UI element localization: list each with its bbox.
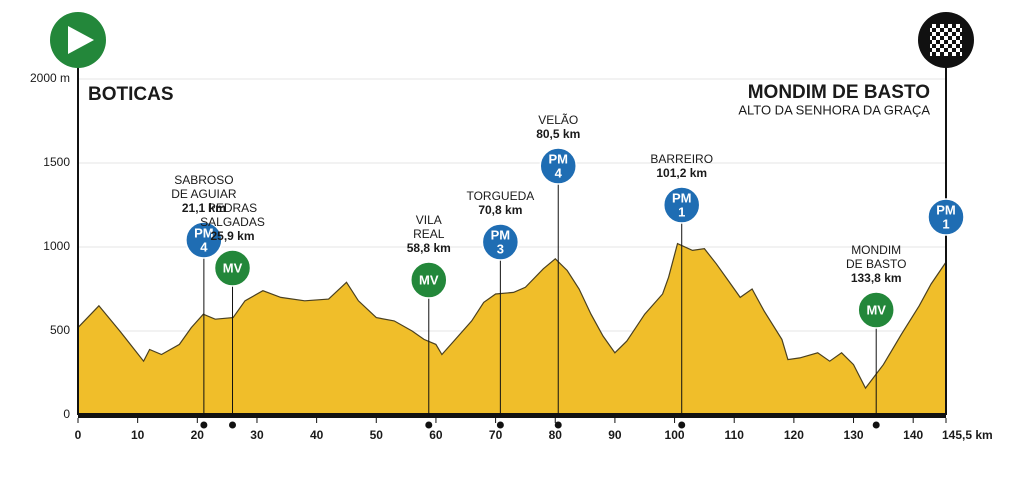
- marker-km: 101,2 km: [656, 166, 707, 180]
- marker-name: SALGADAS: [200, 215, 265, 229]
- marker-dot: [200, 421, 208, 429]
- x-tick-label: 20: [191, 428, 205, 442]
- marker-name: VELÃO: [538, 113, 578, 127]
- marker-dot: [872, 421, 880, 429]
- marker-km: 80,5 km: [536, 127, 580, 141]
- marker-name: VILA: [416, 213, 442, 227]
- marker-km: 21,1 km: [182, 201, 226, 215]
- badge-type: MV: [223, 260, 243, 275]
- marker-name: SABROSO: [174, 173, 233, 187]
- y-tick-label: 2000 m: [30, 71, 70, 85]
- marker-dot: [425, 421, 433, 429]
- badge-category: 4: [200, 239, 208, 254]
- badge-category: 4: [555, 165, 563, 180]
- x-tick-label: 100: [665, 428, 685, 442]
- badge-category: 3: [497, 241, 504, 256]
- x-tick-label: 70: [489, 428, 503, 442]
- marker-badge: [185, 221, 223, 259]
- marker-badge: [539, 147, 577, 185]
- marker-name: DE AGUIAR: [171, 187, 237, 201]
- x-tick-label: 145,5 km: [942, 428, 993, 442]
- x-tick-label: 110: [725, 428, 745, 442]
- marker-badge: [857, 291, 895, 329]
- marker-dot: [678, 421, 686, 429]
- x-tick-label: 60: [429, 428, 443, 442]
- x-axis-bar: [78, 413, 946, 418]
- marker-dot: [496, 421, 504, 429]
- badge-type: PM: [491, 227, 511, 242]
- y-tick-label: 1000: [43, 239, 70, 253]
- profile-outline: [77, 242, 947, 390]
- marker-km: 70,8 km: [478, 203, 522, 217]
- marker-name: DE BASTO: [846, 257, 906, 271]
- x-tick-label: 140: [903, 428, 923, 442]
- marker-badge: [213, 249, 252, 287]
- marker-name: TORGUEDA: [466, 189, 534, 203]
- badge-type: MV: [419, 272, 439, 287]
- marker-name: PEDRAS: [208, 201, 257, 215]
- badge-type: PM: [548, 151, 568, 166]
- marker-name: REAL: [413, 227, 445, 241]
- finish-label: MONDIM DE BASTO: [748, 82, 930, 103]
- start-label: BOTICAS: [88, 84, 174, 105]
- finish-flag: [930, 24, 962, 56]
- x-tick-label: 40: [310, 428, 324, 442]
- marker-badge: [927, 198, 965, 236]
- x-tick-label: 120: [784, 428, 804, 442]
- badge-type: PM: [672, 190, 692, 205]
- start-arrow: [68, 26, 94, 54]
- profile-area: [78, 243, 946, 415]
- marker-name: MONDIM: [851, 243, 901, 257]
- badge-type: PM: [936, 202, 956, 217]
- marker-dot: [229, 421, 237, 429]
- marker-badge: [481, 223, 520, 261]
- x-tick-label: 0: [75, 428, 82, 442]
- badge-category: 1: [942, 216, 949, 231]
- x-tick-label: 30: [250, 428, 264, 442]
- marker-name: BARREIRO: [650, 152, 713, 166]
- marker-km: 58,8 km: [407, 241, 451, 255]
- y-tick-label: 1500: [43, 155, 70, 169]
- x-tick-label: 10: [131, 428, 145, 442]
- finish-subtitle: ALTO DA SENHORA DA GRAÇA: [738, 102, 930, 117]
- marker-km: 25,9 km: [210, 229, 254, 243]
- badge-type: PM: [194, 225, 214, 240]
- marker-badge: [410, 261, 448, 299]
- marker-badge: [662, 186, 701, 224]
- x-tick-label: 130: [844, 428, 864, 442]
- x-tick-label: 80: [549, 428, 563, 442]
- badge-type: MV: [866, 302, 886, 317]
- y-tick-label: 0: [63, 407, 70, 421]
- y-tick-label: 500: [50, 323, 70, 337]
- x-tick-label: 90: [608, 428, 622, 442]
- x-tick-label: 50: [370, 428, 384, 442]
- badge-category: 1: [678, 204, 685, 219]
- marker-km: 133,8 km: [851, 271, 902, 285]
- marker-dot: [554, 421, 562, 429]
